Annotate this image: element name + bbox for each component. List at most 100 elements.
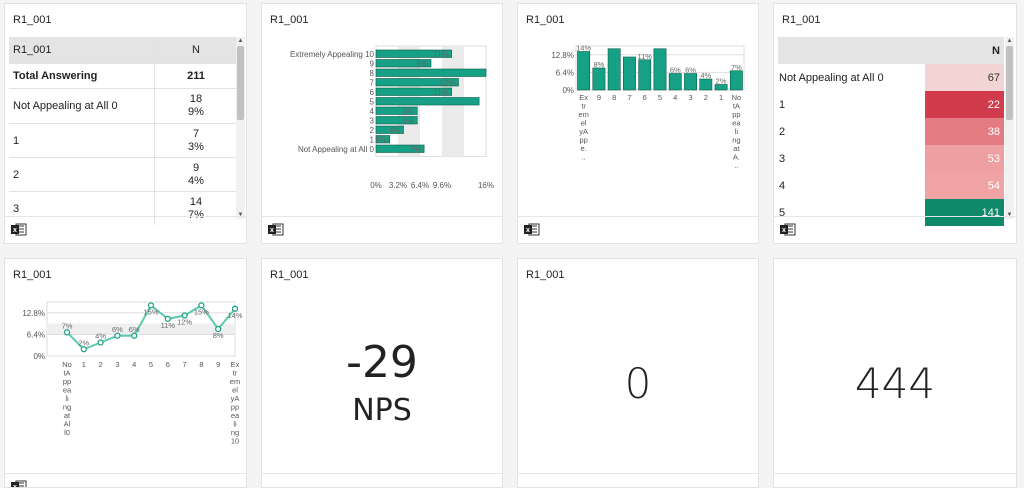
category-label: 9	[216, 360, 220, 369]
heat-row: Not Appealing at All 0 67	[778, 64, 1004, 91]
category-label: 4	[132, 360, 136, 369]
excel-export-icon[interactable]: x	[268, 223, 284, 236]
row-pct: 7%	[188, 208, 204, 221]
table-row: Total Answering 211	[9, 64, 237, 89]
row-label: 1	[9, 124, 155, 157]
bar	[375, 144, 425, 153]
bar	[592, 67, 606, 91]
category-label: 5	[370, 98, 375, 107]
data-label: 4%	[700, 71, 711, 80]
data-label: 7%	[731, 63, 742, 72]
data-point	[164, 315, 171, 322]
card-title: R1_001	[526, 14, 565, 26]
row-pct: 9%	[188, 106, 204, 118]
card-title: R1_001	[526, 269, 565, 281]
category-label: Ex tr em el yA pp ea li ng 10	[230, 360, 240, 446]
category-label: 8	[199, 360, 203, 369]
heat-row: 3 53	[778, 145, 1004, 172]
nps-label: NPS	[352, 393, 412, 428]
line-chart-card: R1_001 12.8% 6.4% 0% 7% 2% 4% 6% 6% 15% 11% 12% 15%…	[4, 258, 247, 488]
scroll-up-arrow[interactable]: ▲	[1006, 38, 1013, 44]
line-chart: 12.8%6.4%0%7%2%4%6% 6%15%11% 12%15%8%14%No…	[22, 301, 243, 446]
bar	[729, 70, 743, 91]
svg-text:x: x	[782, 227, 786, 234]
excel-export-icon[interactable]: x	[11, 480, 27, 488]
category-label: 6	[166, 360, 170, 369]
bar	[375, 116, 418, 125]
data-point	[80, 346, 87, 353]
category-label: 1	[82, 360, 86, 369]
data-label: 14%	[227, 311, 242, 320]
category-label: Extremely Appealing 10	[290, 50, 375, 59]
heat-row-label: 3	[779, 152, 786, 165]
header-spacer	[778, 37, 925, 64]
bar	[577, 51, 591, 91]
data-label: 15%	[143, 307, 158, 316]
bar	[623, 56, 636, 91]
category-label: Not Appealing at All 0	[298, 145, 375, 154]
row-label: 3	[9, 192, 155, 225]
data-point	[147, 302, 155, 309]
category-label: 5	[149, 360, 153, 369]
heat-row-label: Not Appealing at All 0	[779, 71, 884, 84]
category-label: 1	[370, 136, 375, 145]
table-scrollbar[interactable]: ▲ ▼	[236, 37, 245, 219]
svg-text:x: x	[270, 227, 274, 234]
row-n: 7	[192, 127, 200, 140]
table-header-n: N	[992, 44, 1000, 57]
category-label: 9	[370, 60, 375, 69]
card-title: R1_001	[13, 14, 52, 26]
x-tick-label: 3.2%	[389, 181, 407, 190]
row-values: 7 3%	[155, 124, 237, 157]
scroll-down-arrow[interactable]: ▼	[237, 212, 244, 218]
heat-row-value: 141	[925, 199, 1004, 226]
card-footer: x	[262, 216, 502, 243]
data-label: 8%	[593, 60, 604, 69]
category-label: No tA pp ea li ng at A...	[732, 93, 742, 170]
data-label: 4%	[95, 332, 106, 341]
category-label: 2	[704, 93, 708, 102]
data-label: 12%	[177, 318, 192, 327]
heat-row-label: 2	[779, 125, 786, 138]
excel-export-icon[interactable]: x	[524, 223, 540, 236]
data-label: 11%	[637, 52, 652, 61]
scroll-thumb[interactable]	[237, 46, 244, 120]
horizontal-bar-chart: Extremely Appealing 10 11% 9 8% 87 12% 6 11% 54 6…	[290, 45, 494, 190]
category-label: 9	[597, 93, 601, 102]
nps-card: R1_001 -29 NPS	[261, 258, 503, 488]
table-header-label: R1_001	[9, 37, 155, 63]
svg-text:x: x	[13, 484, 17, 488]
category-label: 6	[643, 93, 647, 102]
data-label: 6%	[685, 66, 696, 75]
data-label: 8%	[213, 331, 224, 340]
row-pct: 4%	[188, 174, 204, 187]
category-label: No tA pp ea li ng at Al l0	[62, 360, 72, 437]
category-label: 7	[370, 79, 375, 88]
row-label: Not Appealing at All 0	[9, 89, 155, 123]
heat-row-value: 38	[925, 118, 1004, 145]
excel-export-icon[interactable]: x	[11, 223, 27, 236]
scroll-down-arrow[interactable]: ▼	[1006, 212, 1013, 218]
y-tick-label: 6.4%	[556, 68, 574, 77]
table-header-n: N	[192, 43, 200, 56]
table-header: R1_001 N	[9, 37, 237, 64]
data-label: 4%	[389, 126, 401, 135]
card-footer: x	[774, 216, 1016, 243]
row-n: 9	[192, 161, 200, 174]
table-scrollbar[interactable]: ▲ ▼	[1005, 37, 1014, 219]
heat-row-value: 22	[925, 91, 1004, 118]
excel-export-icon[interactable]: x	[780, 223, 796, 236]
category-label: 3	[688, 93, 692, 102]
data-label: 8%	[416, 60, 428, 69]
category-label: 4	[673, 93, 677, 102]
bar	[668, 73, 682, 91]
scroll-thumb[interactable]	[1006, 46, 1013, 120]
count-value: 444	[854, 359, 936, 408]
category-label: 3	[370, 117, 375, 126]
scroll-up-arrow[interactable]: ▲	[237, 38, 244, 44]
data-label: 7%	[62, 321, 73, 330]
table-row: 2 9 4%	[9, 158, 237, 192]
nps-value: -29	[346, 337, 418, 388]
category-label: 1	[719, 93, 723, 102]
data-point	[63, 329, 71, 336]
